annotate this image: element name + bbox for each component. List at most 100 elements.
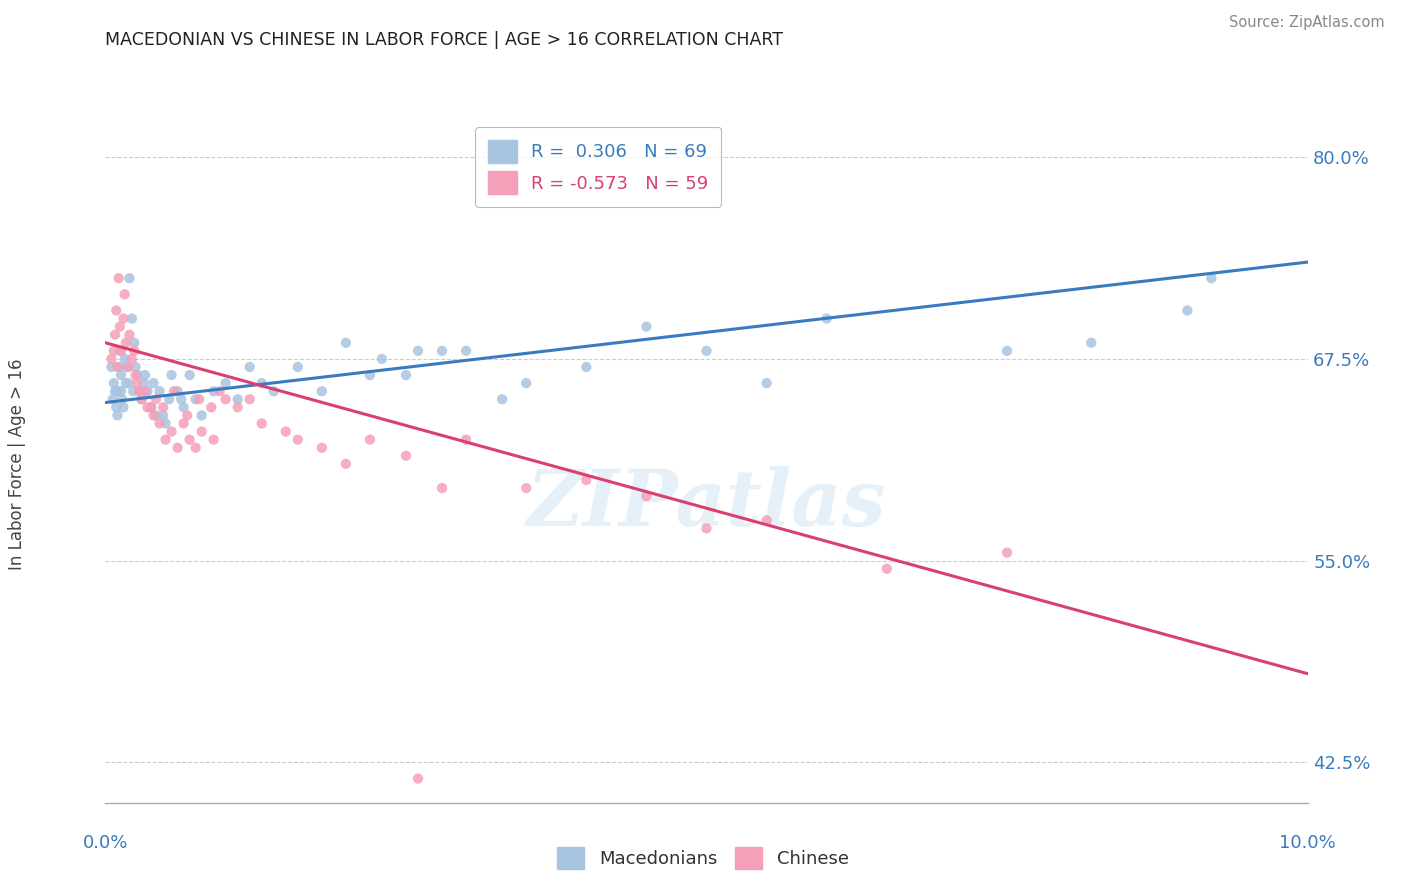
Point — [359, 433, 381, 447]
Point — [112, 401, 135, 415]
Point — [1175, 303, 1198, 318]
Point — [114, 351, 136, 366]
Point — [128, 384, 150, 399]
Point — [104, 327, 127, 342]
Point — [152, 409, 174, 423]
Point — [107, 409, 129, 423]
Point — [755, 513, 778, 527]
Point — [100, 359, 122, 374]
Point — [202, 433, 225, 447]
Point — [131, 392, 153, 407]
Point — [575, 473, 598, 487]
Point — [124, 335, 146, 350]
Point — [263, 384, 285, 399]
Point — [128, 384, 150, 399]
Point — [145, 409, 167, 423]
Point — [876, 562, 898, 576]
Point — [117, 359, 139, 374]
Point — [1080, 335, 1102, 350]
Point — [239, 392, 262, 407]
Point — [188, 392, 211, 407]
Point — [696, 521, 718, 535]
Text: ZIPatlas: ZIPatlas — [527, 467, 886, 542]
Point — [755, 376, 778, 391]
Point — [173, 401, 195, 415]
Legend: Macedonians, Chinese: Macedonians, Chinese — [548, 838, 858, 879]
Point — [117, 376, 139, 391]
Point — [166, 384, 188, 399]
Point — [107, 359, 129, 374]
Point — [179, 368, 201, 382]
Point — [103, 376, 125, 391]
Point — [239, 359, 262, 374]
Point — [100, 351, 122, 366]
Point — [110, 368, 132, 382]
Point — [131, 392, 153, 407]
Point — [134, 368, 156, 382]
Point — [101, 392, 124, 407]
Point — [108, 319, 131, 334]
Point — [111, 392, 134, 407]
Point — [152, 401, 174, 415]
Point — [134, 384, 156, 399]
Point — [208, 384, 231, 399]
Point — [287, 359, 309, 374]
Point — [311, 384, 333, 399]
Point — [110, 384, 132, 399]
Point — [145, 392, 167, 407]
Point — [118, 327, 141, 342]
Point — [118, 271, 141, 285]
Point — [107, 384, 129, 399]
Point — [287, 433, 309, 447]
Point — [114, 287, 136, 301]
Point — [136, 401, 159, 415]
Point — [179, 433, 201, 447]
Point — [155, 417, 177, 431]
Point — [115, 376, 138, 391]
Point — [430, 343, 453, 358]
Point — [166, 441, 188, 455]
Point — [105, 303, 128, 318]
Point — [214, 376, 236, 391]
Point — [274, 425, 297, 439]
Point — [155, 433, 177, 447]
Point — [200, 401, 222, 415]
Point — [160, 368, 183, 382]
Point — [636, 319, 658, 334]
Point — [173, 417, 195, 431]
Legend: R =  0.306   N = 69, R = -0.573   N = 59: R = 0.306 N = 69, R = -0.573 N = 59 — [475, 128, 721, 207]
Point — [124, 343, 146, 358]
Point — [311, 441, 333, 455]
Point — [105, 401, 128, 415]
Point — [226, 392, 249, 407]
Point — [515, 481, 537, 495]
Point — [103, 343, 125, 358]
Point — [371, 351, 394, 366]
Point — [142, 376, 165, 391]
Point — [995, 343, 1018, 358]
Point — [107, 359, 129, 374]
Point — [395, 449, 418, 463]
Point — [107, 271, 129, 285]
Point — [395, 368, 418, 382]
Point — [430, 481, 453, 495]
Point — [575, 359, 598, 374]
Point — [184, 441, 207, 455]
Point — [122, 384, 145, 399]
Point — [815, 311, 838, 326]
Point — [636, 489, 658, 503]
Point — [124, 368, 146, 382]
Point — [406, 343, 429, 358]
Point — [148, 417, 170, 431]
Point — [121, 351, 143, 366]
Point — [176, 409, 198, 423]
Point — [132, 376, 155, 391]
Point — [139, 401, 162, 415]
Point — [995, 546, 1018, 560]
Point — [226, 401, 249, 415]
Point — [125, 376, 148, 391]
Text: Source: ZipAtlas.com: Source: ZipAtlas.com — [1229, 15, 1385, 29]
Point — [406, 772, 429, 786]
Point — [1201, 271, 1223, 285]
Point — [190, 409, 212, 423]
